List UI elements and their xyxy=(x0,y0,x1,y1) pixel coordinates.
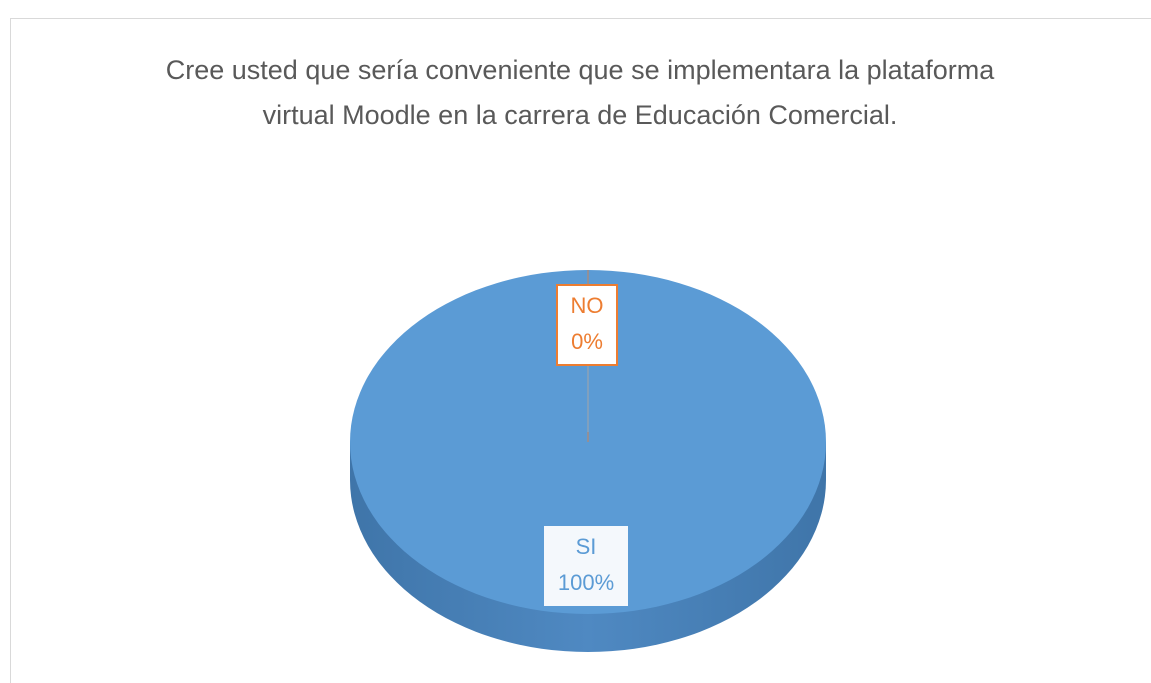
data-label-value: 100% xyxy=(558,570,614,595)
data-label-box xyxy=(544,526,628,606)
data-label-category: SI xyxy=(576,534,597,559)
data-label-category: NO xyxy=(571,293,604,318)
data-label-box xyxy=(556,284,618,366)
chart-title: Cree usted que sería conveniente que se … xyxy=(165,55,995,130)
data-label-value: 0% xyxy=(571,329,603,354)
chart-frame xyxy=(10,18,1151,683)
